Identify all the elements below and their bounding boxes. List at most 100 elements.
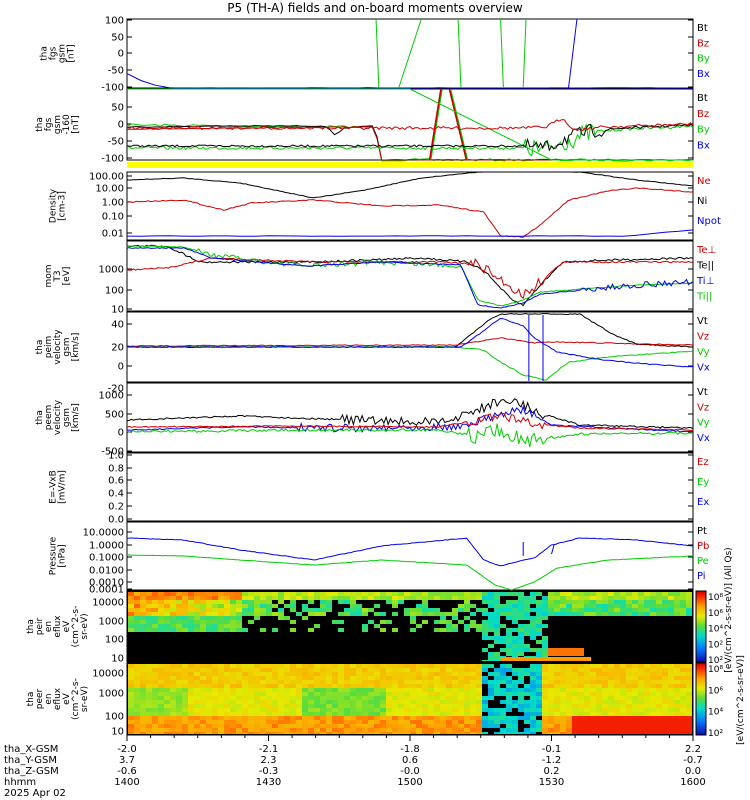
spec-cell [452, 680, 458, 684]
spec-cell [482, 680, 488, 684]
spec-cell [344, 700, 350, 704]
spec-cell [542, 700, 548, 704]
spec-cell [476, 728, 482, 732]
spec-cell [536, 676, 542, 680]
spec-cell [536, 688, 542, 692]
spec-cell [248, 724, 254, 728]
legend-entry: Pb [697, 541, 709, 552]
spec-cell [368, 672, 374, 676]
spec-cell [638, 664, 644, 668]
spec-cell [482, 664, 488, 668]
spec-cell [518, 712, 524, 716]
spec-cell [326, 676, 332, 680]
spec-cell [398, 712, 404, 716]
spec-cell [158, 716, 164, 720]
spec-cell [128, 732, 134, 734]
spec-cell [674, 664, 680, 668]
spec-cell [374, 724, 380, 728]
spec-cell [518, 680, 524, 684]
legend-entry: Ne [697, 176, 711, 187]
y-axis-label: tha [35, 340, 45, 355]
spec-cell [458, 696, 464, 700]
spec-cell [242, 628, 248, 632]
spec-cell [626, 676, 632, 680]
spec-cell [182, 616, 188, 620]
spec-cell [638, 708, 644, 712]
spec-cell [578, 700, 584, 704]
spec-cell [638, 688, 644, 692]
spec-cell [302, 668, 308, 672]
spec-cell [260, 604, 266, 608]
spec-cell [404, 680, 410, 684]
spec-cell [608, 600, 614, 604]
spec-cell [572, 676, 578, 680]
spec-cell [152, 592, 158, 596]
y-axis-label: gsm [53, 115, 63, 134]
spec-cell [584, 688, 590, 692]
spec-cell [524, 696, 530, 700]
legend-entry: Te|| [696, 261, 714, 272]
spec-cell [656, 724, 662, 728]
colorbar-cell [696, 638, 706, 642]
spec-cell [236, 688, 242, 692]
spec-cell [416, 704, 422, 708]
spec-cell [350, 684, 356, 688]
spec-cell [416, 708, 422, 712]
series-by [127, 88, 693, 161]
spec-cell [218, 732, 224, 734]
spec-cell [566, 684, 572, 688]
spec-cell [230, 684, 236, 688]
spec-cell [572, 704, 578, 708]
spec-cell [470, 692, 476, 696]
spec-cell [344, 684, 350, 688]
spec-cell [476, 624, 482, 628]
spec-cell [212, 680, 218, 684]
spec-cell [620, 668, 626, 672]
spec-cell [530, 600, 536, 604]
spec-cell [476, 704, 482, 708]
colorbar-cell [696, 599, 706, 603]
spec-cell [566, 680, 572, 684]
spec-cell [152, 676, 158, 680]
spec-cell [398, 728, 404, 732]
spec-cell [620, 732, 626, 734]
spec-cell [134, 720, 140, 724]
spec-cell [278, 716, 284, 720]
spec-cell [494, 676, 500, 680]
spec-cell [164, 696, 170, 700]
spec-cell [542, 604, 548, 608]
spec-cell [680, 680, 686, 684]
spec-cell [620, 728, 626, 732]
spec-cell [140, 596, 146, 600]
colorbar-cell [696, 679, 706, 682]
x-tick-label: -1.8 [400, 744, 420, 755]
spec-cell [212, 608, 218, 612]
spec-cell [230, 624, 236, 628]
spec-cell [290, 596, 296, 600]
spec-cell [464, 696, 470, 700]
spec-cell [494, 696, 500, 700]
spec-cell [590, 672, 596, 676]
spec-cell [494, 680, 500, 684]
y-axis-label: eflux [53, 687, 63, 710]
spec-cell [140, 720, 146, 724]
spec-cell [578, 668, 584, 672]
spec-cell [248, 720, 254, 724]
spec-cell [626, 724, 632, 728]
spec-cell [404, 608, 410, 612]
spec-cell [686, 668, 692, 672]
spec-cell [356, 664, 362, 668]
spec-cell [266, 692, 272, 696]
spec-cell [530, 644, 536, 648]
spec-cell [200, 628, 206, 632]
colorbar-frame [695, 590, 707, 663]
spec-cell [302, 724, 308, 728]
spec-cell [626, 716, 632, 720]
spec-cell [230, 728, 236, 732]
spec-cell [410, 676, 416, 680]
spec-cell [422, 684, 428, 688]
spec-cell [272, 680, 278, 684]
spec-cell [260, 724, 266, 728]
spec-cell [482, 724, 488, 728]
colorbar-cell [696, 649, 706, 652]
